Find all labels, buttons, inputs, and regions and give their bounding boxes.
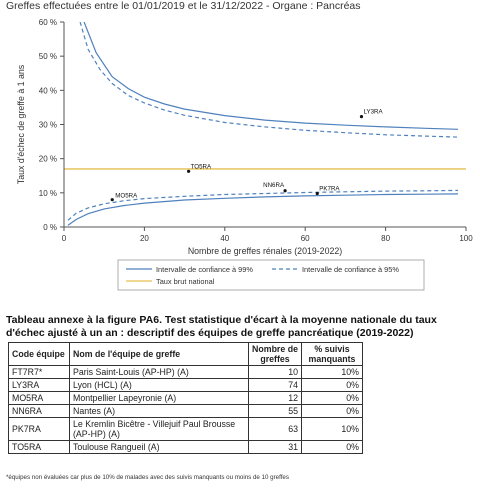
x-tick-label: 0 bbox=[62, 234, 67, 243]
axes: 0 20 40 60 80 100 0 % 10 % 20 % 30 % 40 % 50 % 60 % N… bbox=[16, 18, 473, 256]
team-point-label: PK7RA bbox=[319, 186, 340, 193]
y-tick-label: 10 % bbox=[39, 189, 57, 198]
footnote: *équipes non évaluées car plus de 10% de… bbox=[6, 474, 289, 481]
legend: Intervalle de confiance à 99% Intervalle … bbox=[117, 259, 425, 291]
legend-box bbox=[117, 259, 425, 291]
legend-label-95: Intervalle de confiance à 95% bbox=[302, 265, 399, 274]
header-name: Nom de l'équipe de greffe bbox=[69, 342, 249, 366]
cell-name: Paris Saint-Louis (AP-HP) (A) bbox=[69, 365, 249, 379]
cell-code: NN6RA bbox=[8, 404, 70, 418]
table-title: Tableau annexe à la figure PA6. Test sta… bbox=[6, 314, 437, 339]
cell-name: Le Kremlin Bicêtre - Villejuif Paul Brou… bbox=[69, 417, 249, 441]
cell-count: 55 bbox=[248, 404, 302, 418]
table-row: MO5RA Montpellier Lapeyronie (A) 12 0% bbox=[8, 391, 363, 405]
team-point bbox=[187, 169, 191, 173]
cell-count: 10 bbox=[248, 365, 302, 379]
table-row: TO5RA Toulouse Rangueil (A) 31 0% bbox=[8, 440, 363, 454]
legend-label-national: Taux brut national bbox=[156, 277, 215, 286]
y-axis-label: Taux d'échec de greffe à 1 ans bbox=[16, 64, 26, 184]
cell-code: TO5RA bbox=[8, 440, 70, 454]
ci-95-upper-curve bbox=[79, 22, 459, 138]
legend-label-99: Intervalle de confiance à 99% bbox=[156, 265, 253, 274]
x-axis-label: Nombre de greffes rénales (2019-2022) bbox=[188, 246, 342, 256]
cell-code: MO5RA bbox=[8, 391, 70, 405]
header-missing: % suivis manquants bbox=[301, 342, 363, 366]
team-point-label: TO5RA bbox=[191, 163, 212, 170]
table-row: PK7RA Le Kremlin Bicêtre - Villejuif Pau… bbox=[8, 417, 363, 441]
y-tick-label: 60 % bbox=[39, 18, 57, 27]
ci-99-upper-curve bbox=[83, 22, 459, 130]
team-point bbox=[315, 191, 319, 196]
x-tick-label: 100 bbox=[459, 234, 473, 243]
table-row: LY3RA Lyon (HCL) (A) 74 0% bbox=[8, 378, 363, 392]
cell-missing: 0% bbox=[301, 440, 363, 454]
table-row: NN6RA Nantes (A) 55 0% bbox=[8, 404, 363, 418]
cell-count: 74 bbox=[248, 378, 302, 392]
y-tick-label: 50 % bbox=[39, 52, 57, 61]
table-header-row: Code équipe Nom de l'équipe de greffe No… bbox=[8, 342, 363, 366]
team-point bbox=[359, 115, 364, 119]
ci-99-lower-curve bbox=[67, 193, 459, 226]
teams-table: Code équipe Nom de l'équipe de greffe No… bbox=[8, 342, 363, 454]
y-tick-label: 0 % bbox=[43, 223, 57, 232]
cell-code: FT7R7* bbox=[8, 365, 70, 379]
table-row: FT7R7* Paris Saint-Louis (AP-HP) (A) 10 … bbox=[8, 365, 363, 379]
team-point bbox=[110, 198, 114, 202]
x-tick-label: 80 bbox=[381, 234, 390, 243]
x-tick-label: 40 bbox=[220, 234, 229, 243]
y-tick-label: 30 % bbox=[39, 121, 57, 130]
funnel-chart: 0 20 40 60 80 100 0 % 10 % 20 % 30 % 40 % 50 % 60 % N… bbox=[16, 18, 473, 291]
x-tick-label: 60 bbox=[301, 234, 310, 243]
cell-missing: 0% bbox=[301, 391, 363, 405]
header-count: Nombre de greffes bbox=[248, 342, 302, 366]
ci-95-lower-curve bbox=[67, 189, 459, 221]
team-point-label: MO5RA bbox=[115, 193, 138, 200]
team-point-label: NN6RA bbox=[263, 182, 285, 189]
cell-missing: 0% bbox=[301, 404, 363, 418]
team-point bbox=[283, 189, 287, 193]
cell-count: 63 bbox=[248, 417, 302, 441]
cell-missing: 10% bbox=[301, 417, 363, 441]
cell-name: Toulouse Rangueil (A) bbox=[69, 440, 249, 454]
team-point-label: LY3RA bbox=[363, 109, 383, 116]
header-code: Code équipe bbox=[8, 342, 70, 366]
cell-name: Lyon (HCL) (A) bbox=[69, 378, 249, 392]
y-tick-label: 20 % bbox=[39, 155, 57, 164]
y-tick-label: 40 % bbox=[39, 86, 57, 95]
cell-count: 12 bbox=[248, 391, 302, 405]
cell-name: Nantes (A) bbox=[69, 404, 249, 418]
cell-name: Montpellier Lapeyronie (A) bbox=[69, 391, 249, 405]
cell-missing: 0% bbox=[301, 378, 363, 392]
plot-area bbox=[64, 22, 466, 226]
cell-missing: 10% bbox=[301, 365, 363, 379]
chart-subtitle: Greffes effectuées entre le 01/01/2019 e… bbox=[6, 0, 361, 12]
x-tick-label: 20 bbox=[140, 234, 149, 243]
cell-code: PK7RA bbox=[8, 417, 70, 441]
cell-code: LY3RA bbox=[8, 378, 70, 392]
cell-count: 31 bbox=[248, 440, 302, 454]
team-points: MO5RA TO5RA NN6RA PK7RA LY3RA bbox=[110, 109, 383, 202]
